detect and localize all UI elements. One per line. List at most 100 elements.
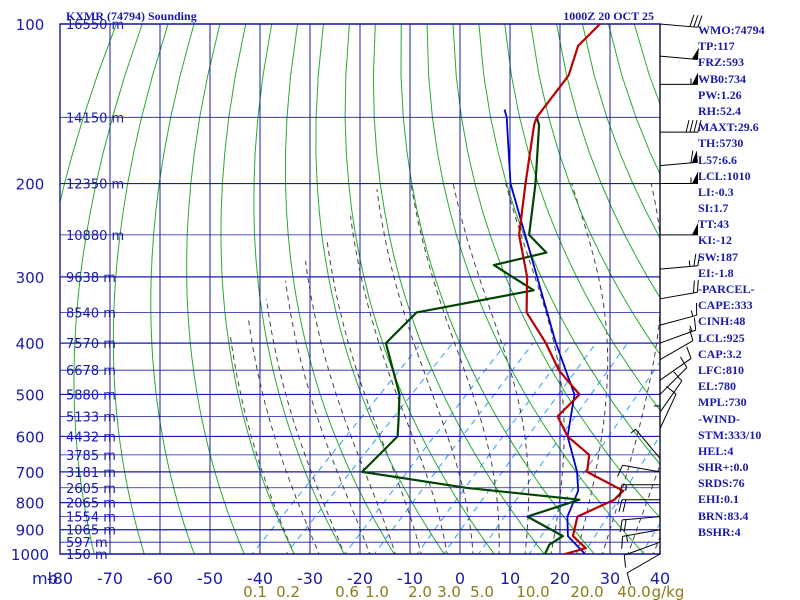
height-label: 4432 m [66,430,116,445]
barb-shaft [659,340,694,361]
stat-item: PW:1.26 [698,87,742,102]
mixing-ratio-label: 10.0 [516,583,549,600]
dewpoint-trace [361,116,581,554]
profiles [361,24,625,554]
dry-adiabat [73,24,143,554]
dry-adiabat [220,24,295,554]
moist-adiabat [376,189,474,554]
wind-barb [659,346,692,381]
barb-half-flag [626,535,629,542]
stat-item: STM:333/10 [698,427,762,442]
barb-flag [697,15,703,28]
dry-adiabat [112,24,169,554]
mixing-ratio-line [528,361,660,554]
dry-adiabat [150,24,195,554]
barb-flag [690,150,694,163]
stat-item: RH:52.4 [698,103,741,118]
height-label: 10880 m [66,229,124,244]
moist-adiabat [452,183,530,554]
temperature-label: 30 [600,569,620,588]
barb-pennant [692,72,698,85]
mixing-ratio-label: 1.0 [365,583,389,600]
wind-barbs [617,14,703,586]
mixing-ratio-lines [251,342,660,554]
mixing-ratio-label: 20.0 [570,583,603,600]
wind-barb [654,405,661,444]
stat-item: TH:5730 [698,136,744,151]
barb-shaft [659,329,696,344]
wind-barb [659,302,698,326]
stat-item: TP:117 [698,39,735,54]
barb-flag [666,385,677,395]
stat-item: MPL:730 [698,395,747,410]
height-label: 150 m [66,548,108,563]
wind-barb [626,553,661,586]
barb-flag [673,371,683,382]
barb-flag [618,484,623,497]
pressure-label: 500 [16,386,45,404]
barb-shaft [624,541,661,556]
wind-barb [660,120,702,133]
height-label: 16550 m [66,18,124,33]
wind-barb [659,14,703,28]
moist-adiabat [350,215,448,554]
wind-barb [630,428,661,459]
mixing-ratio-label: 0.2 [276,583,300,600]
mixing-ratio-line [442,342,597,554]
mixing-ratio-line [285,342,453,554]
barb-shaft [659,265,698,270]
height-label: 9638 m [66,271,116,286]
barb-flag [623,555,627,568]
dry-adiabat [504,24,660,411]
wind-barb [660,222,698,236]
barb-flag [693,120,698,133]
barb-flag [693,253,697,267]
barb-shaft [659,358,692,381]
barb-flag [626,572,631,586]
dry-adiabats [60,24,660,554]
pressure-label: 700 [16,464,45,482]
moist-adiabat [410,183,500,554]
mixing-ratio-line [583,435,660,554]
wind-barb [659,253,701,270]
wind-barb [617,464,661,477]
wind-barb [659,279,699,300]
barb-shaft [622,516,661,521]
barb-pennant [692,222,698,235]
barb-pennant [691,150,698,163]
wind-barb [659,150,698,167]
wind-barb [618,499,660,512]
pressure-label: 600 [16,428,45,446]
barb-shaft [659,380,683,413]
temperature-label: -20 [347,569,373,588]
barb-half-flag [688,260,691,267]
mixing-ratio-label: 5.0 [470,583,494,600]
height-label: 12350 m [66,178,124,193]
mixing-ratio-label: 0.1 [243,583,267,600]
stat-item: HEL:4 [698,443,734,458]
barb-flag [623,519,627,532]
mixing-ratio-label: 2.0 [408,583,432,600]
barb-flag [697,120,702,133]
barb-shaft [659,393,677,429]
barb-half-flag [689,325,693,332]
pressure-label: 400 [16,335,45,353]
dry-adiabat [315,24,445,554]
stat-item: WB0:734 [698,71,746,86]
height-label: 597 m [66,536,108,551]
stat-item: SHR+:0.0 [698,460,749,475]
temperature-label: 40 [650,569,670,588]
stats-panel: WMO:74794 TP:117 FRZ:593 WB0:734 PW:1.26 RH:5… [698,22,798,540]
height-label: 1065 m [66,524,116,539]
mixing-ratio-label: 3.0 [437,583,461,600]
moist-adiabat [505,183,565,554]
dry-adiabat [452,24,660,519]
height-label: 8540 m [66,306,116,321]
barb-flag [618,499,623,512]
temperature-label: -50 [197,569,223,588]
barb-shaft [659,55,698,60]
pressure-unit-label: mb [32,569,58,588]
